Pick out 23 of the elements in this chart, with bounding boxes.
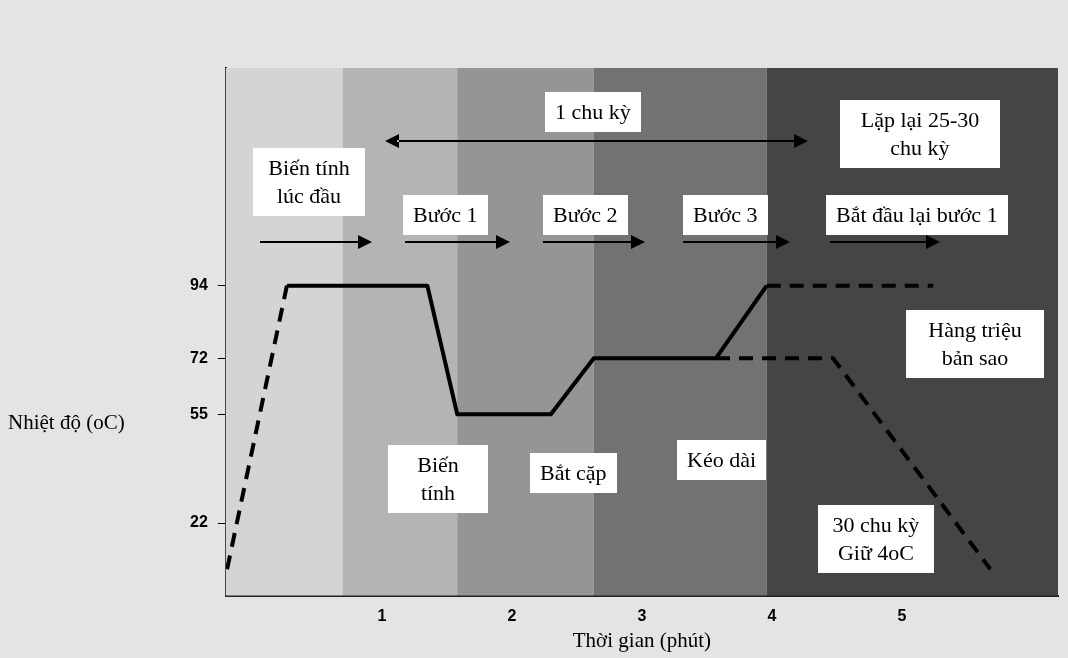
x-tick-label: 3: [637, 606, 647, 624]
annotation: 1 chu kỳ: [545, 92, 641, 132]
y-tick-label: 55: [190, 404, 208, 422]
y-tick-label: 94: [190, 276, 208, 294]
annotation: Bước 3: [683, 195, 768, 235]
annotation: Biến tính: [388, 445, 488, 513]
annotation: Bước 2: [543, 195, 628, 235]
annotation: Bắt cặp: [530, 453, 617, 493]
x-tick-label: 2: [507, 606, 517, 624]
x-tick-label: 4: [767, 606, 777, 624]
annotation: 30 chu kỳ Giữ 4oC: [818, 505, 934, 573]
y-tick-label: 22: [190, 513, 208, 531]
annotation: Bước 1: [403, 195, 488, 235]
annotation: Kéo dài: [677, 440, 767, 480]
y-axis-title: Nhiệt độ (oC): [8, 410, 125, 435]
annotation: Lặp lại 25-30 chu kỳ: [840, 100, 1000, 168]
y-tick-label: 72: [190, 348, 208, 366]
x-axis-title: Thời gian (phút): [572, 627, 712, 652]
x-tick-label: 1: [377, 606, 387, 624]
annotation: Hàng triệu bản sao: [906, 310, 1044, 378]
annotation: Biến tính lúc đầu: [253, 148, 365, 216]
x-tick-label: 5: [897, 606, 907, 624]
annotation: Bắt đầu lại bước 1: [826, 195, 1008, 235]
